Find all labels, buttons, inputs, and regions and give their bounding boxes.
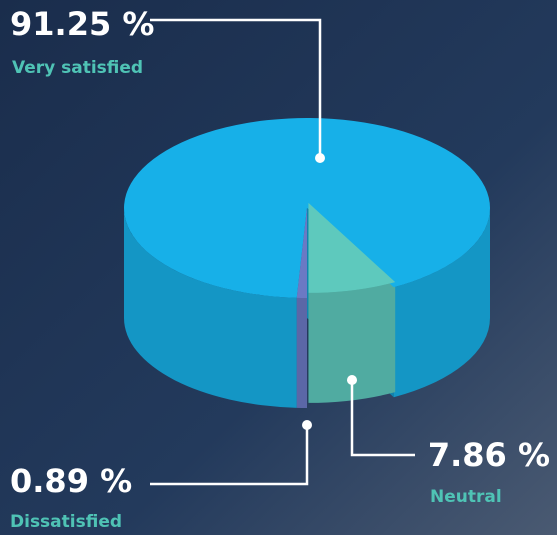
leader-line	[150, 18, 322, 158]
leader-dot	[315, 153, 325, 163]
leader-line	[350, 380, 415, 457]
value-label: 7.86 %	[428, 436, 550, 474]
category-label: Neutral	[430, 487, 502, 507]
category-label: Very satisfied	[12, 58, 143, 78]
leader-line	[150, 425, 309, 486]
leader-dot	[302, 420, 312, 430]
value-label: 91.25 %	[10, 5, 154, 43]
slice-side	[393, 208, 490, 398]
leader-dot	[347, 375, 357, 385]
slice-side	[308, 282, 396, 403]
value-label: 0.89 %	[10, 462, 132, 500]
slice-top	[296, 208, 307, 298]
slice-top	[124, 118, 491, 298]
slice-side	[123, 208, 297, 408]
category-label: Dissatisfied	[10, 512, 122, 532]
slice-side	[296, 297, 307, 408]
slice-top	[308, 202, 396, 293]
pie	[123, 118, 491, 408]
